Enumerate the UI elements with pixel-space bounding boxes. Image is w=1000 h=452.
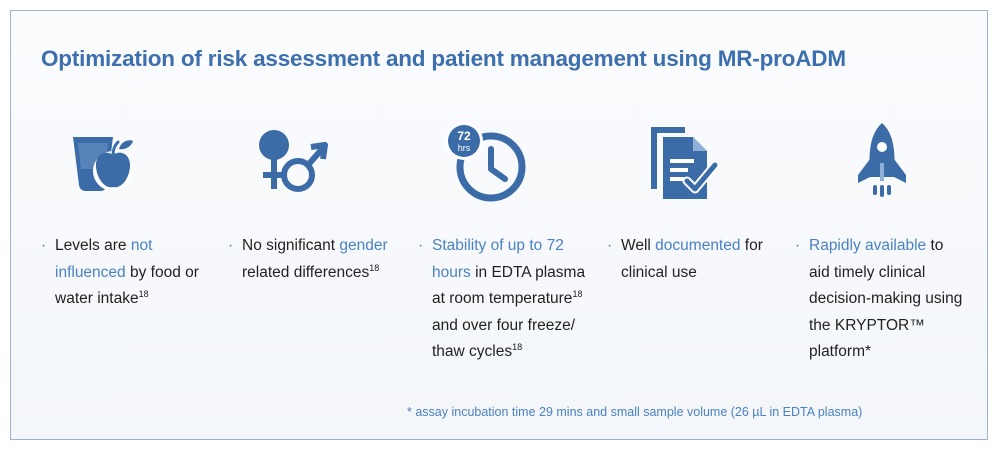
- feature-documented: · Well documented for clinical use: [607, 233, 763, 286]
- footnote: * assay incubation time 29 mins and smal…: [407, 405, 863, 419]
- feature-gender: · No significant gender related differen…: [228, 233, 388, 286]
- text-line: Well documented for: [621, 237, 763, 254]
- text-line: Levels are not: [55, 237, 153, 254]
- badge-72-label: 72: [457, 129, 471, 143]
- text-line: related differences18: [242, 262, 380, 281]
- bullet: ·: [41, 237, 47, 254]
- text-line: aid timely clinical: [809, 263, 926, 281]
- bullet: ·: [607, 237, 613, 254]
- text-line: hours in EDTA plasma: [432, 263, 586, 281]
- documents-checkmark-icon: [637, 119, 727, 209]
- feature-rapid-availability: · Rapidly available to aid timely clinic…: [795, 233, 963, 366]
- text-line: and over four freeze/: [432, 316, 576, 334]
- bullet: ·: [228, 237, 234, 254]
- female-male-symbols-icon: [243, 119, 333, 209]
- badge-hrs-label: hrs: [458, 143, 471, 153]
- text-line: No significant gender: [242, 237, 388, 254]
- feature-stability: · Stability of up to 72 hours in EDTA pl…: [418, 233, 586, 366]
- bullet: ·: [795, 237, 801, 254]
- text-line: the KRYPTOR™: [809, 316, 925, 334]
- clock-72hrs-icon: 72 hrs: [439, 119, 529, 209]
- text-line: influenced by food or: [55, 263, 199, 281]
- text-line: at room temperature18: [432, 288, 583, 307]
- text-line: Rapidly available to: [809, 237, 944, 254]
- text-line: decision-making using: [809, 290, 963, 307]
- text-line: Stability of up to 72: [432, 237, 564, 254]
- feature-food-intake: · Levels are not influenced by food or w…: [41, 233, 199, 313]
- text-line: clinical use: [621, 263, 697, 281]
- text-line: thaw cycles18: [432, 341, 523, 360]
- page-title: Optimization of risk assessment and pati…: [41, 46, 846, 71]
- text-line: water intake18: [55, 288, 149, 307]
- rocket-icon: [837, 119, 927, 209]
- text-line: platform*: [809, 343, 872, 360]
- info-card: Optimization of risk assessment and pati…: [10, 10, 988, 440]
- bullet: ·: [418, 237, 424, 254]
- water-glass-apple-icon: [61, 119, 151, 209]
